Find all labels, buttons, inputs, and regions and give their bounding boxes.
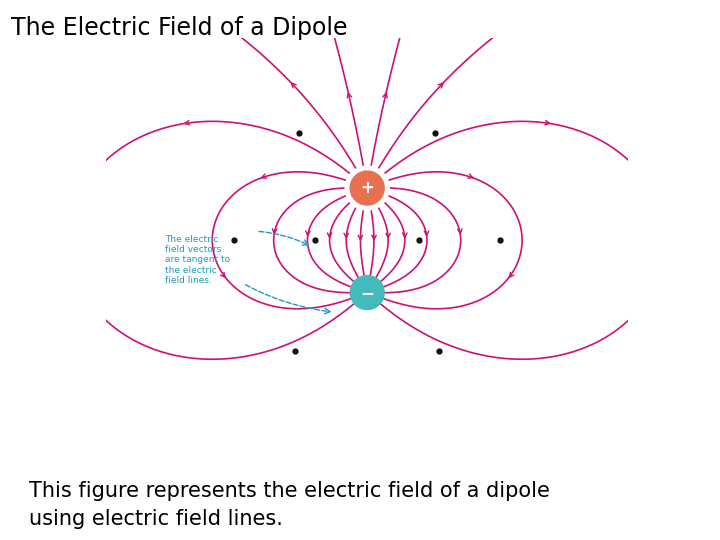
Text: This figure represents the electric field of a dipole
using electric field lines: This figure represents the electric fiel… xyxy=(29,481,549,529)
Text: The Electric Field of a Dipole: The Electric Field of a Dipole xyxy=(11,16,347,40)
Circle shape xyxy=(350,171,384,205)
Circle shape xyxy=(350,275,384,309)
Text: The electric
field vectors
are tangent to
the electric
field lines.: The electric field vectors are tangent t… xyxy=(165,234,230,285)
Text: −: − xyxy=(360,284,374,301)
Text: +: + xyxy=(360,179,374,197)
